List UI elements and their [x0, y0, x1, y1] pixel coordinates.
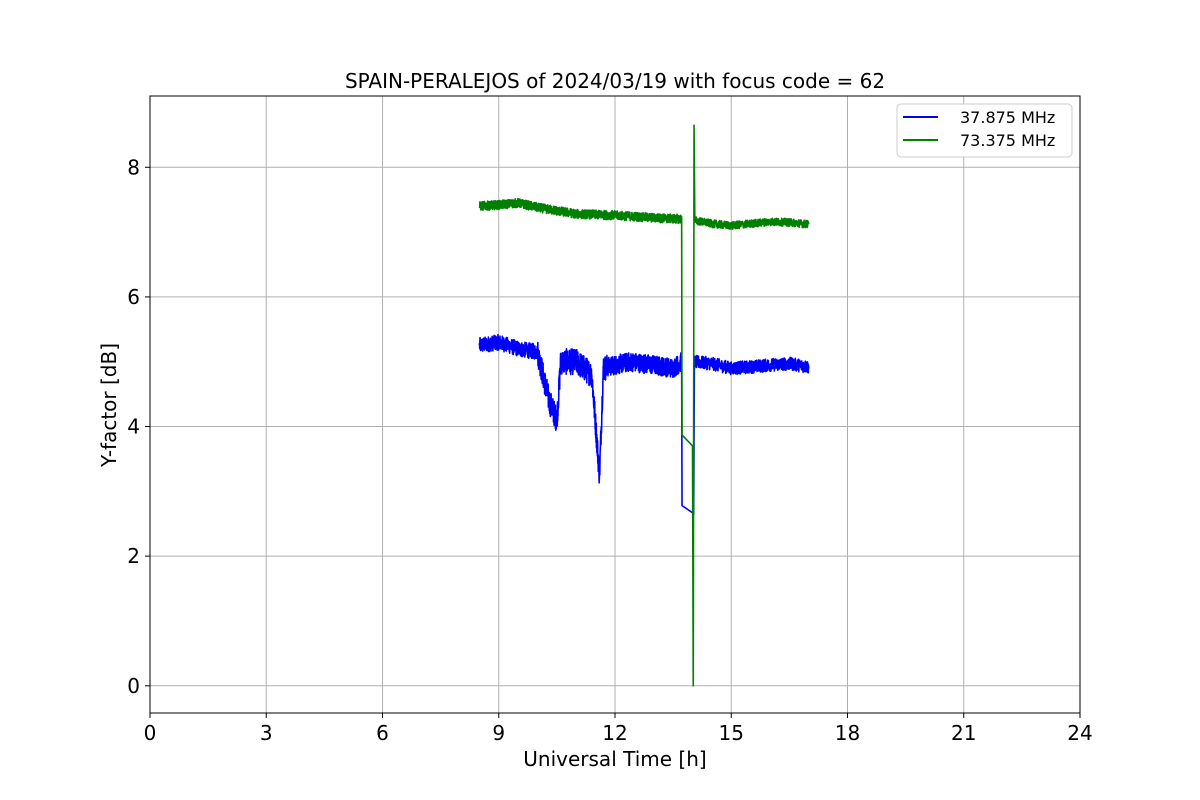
series-line-1 — [478, 124, 810, 687]
y-tick-label: 6 — [127, 285, 140, 309]
y-tick-label: 2 — [127, 544, 140, 568]
plot-series — [478, 124, 810, 687]
legend-label-73375: 73.375 MHz — [960, 131, 1055, 150]
chart-title: SPAIN-PERALEJOS of 2024/03/19 with focus… — [345, 69, 885, 93]
legend-box — [896, 103, 1073, 158]
y-tick-label: 8 — [127, 155, 140, 179]
legend: 37.875 MHz 73.375 MHz — [896, 103, 1073, 158]
x-tick-label: 6 — [376, 721, 389, 745]
legend-label-37875: 37.875 MHz — [960, 108, 1055, 127]
x-axis-label: Universal Time [h] — [523, 747, 706, 771]
grid-lines — [149, 96, 1081, 713]
x-tick-label: 18 — [835, 721, 860, 745]
x-tick-label: 3 — [260, 721, 273, 745]
x-tick-label: 21 — [951, 721, 976, 745]
x-tick-label: 24 — [1067, 721, 1092, 745]
x-tick-label: 0 — [144, 721, 157, 745]
x-tick-label: 12 — [602, 721, 627, 745]
series-line-0 — [478, 333, 810, 515]
y-tick-label: 4 — [127, 415, 140, 439]
y-axis-label: Y-factor [dB] — [97, 343, 121, 468]
x-tick-label: 15 — [719, 721, 744, 745]
x-tick-label: 9 — [492, 721, 505, 745]
y-tick-label: 0 — [127, 674, 140, 698]
